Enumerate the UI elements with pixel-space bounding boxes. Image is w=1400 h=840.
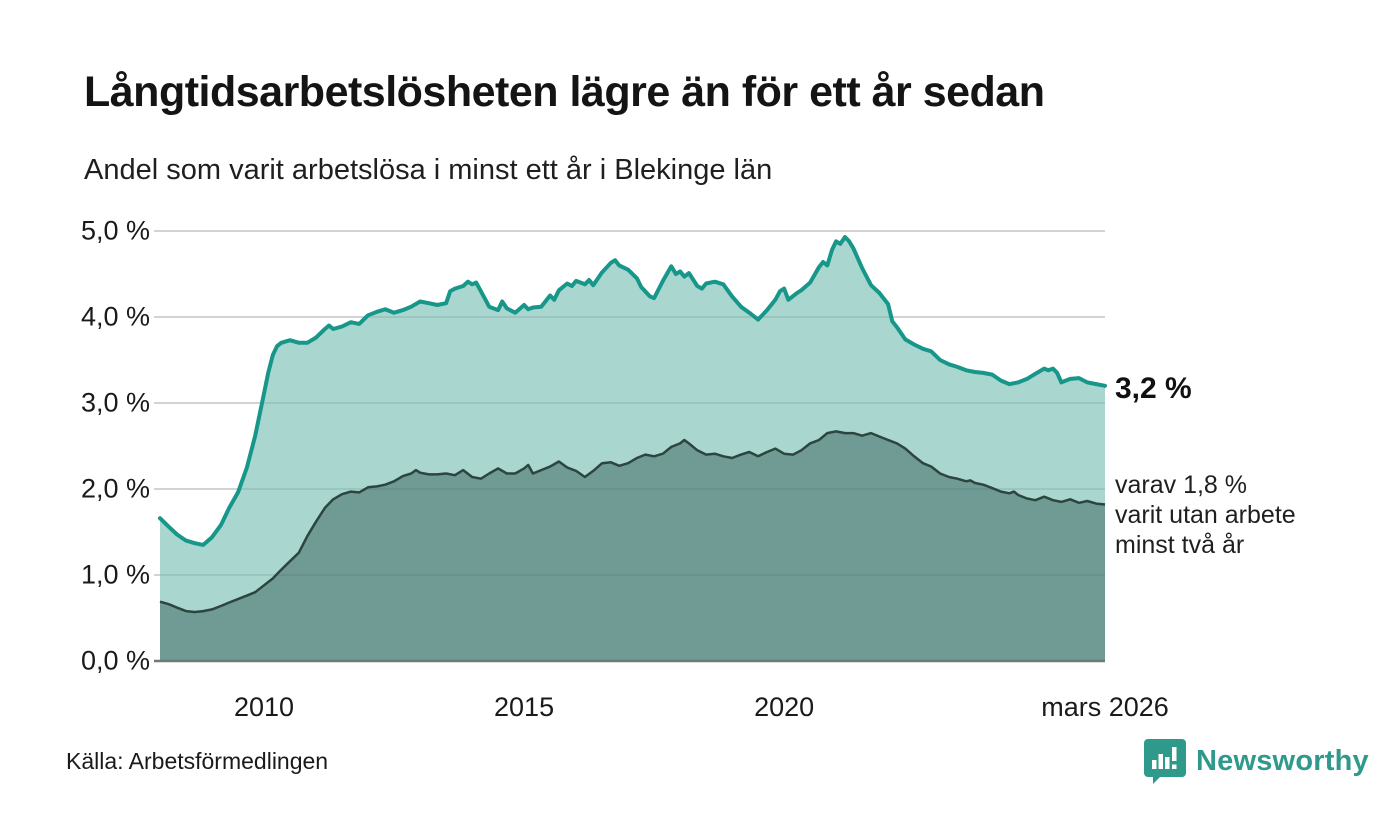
- x-tick-label-2015: 2015: [494, 692, 555, 722]
- y-tick-label-1: 1,0 %: [80, 559, 150, 590]
- annotation-line-3: minst två år: [1115, 531, 1245, 559]
- brand-name: Newsworthy: [1196, 744, 1369, 777]
- source-caption: Källa: Arbetsförmedlingen: [66, 748, 329, 774]
- annotation-line-2: varit utan arbete: [1115, 501, 1296, 529]
- x-tick-label-2020: 2020: [754, 692, 815, 722]
- newsworthy-logo: Newsworthy: [1144, 738, 1369, 784]
- x-tick-label-mars-2026: mars 2026: [1041, 692, 1169, 722]
- bar-chart-speech-bubble-icon: [1144, 739, 1186, 784]
- y-tick-label-4: 4,0 %: [80, 301, 150, 332]
- annotation-line-1: varav 1,8 %: [1115, 471, 1248, 499]
- series-line-minst-tva-ar: [159, 430, 1106, 614]
- y-tick-label-5: 5,0 %: [80, 215, 150, 246]
- gridlines-overlay: [154, 230, 1105, 576]
- area-fill-minst-tva-ar: [160, 431, 1105, 661]
- y-tick-label-0: 0,0 %: [80, 645, 150, 676]
- secondary-series-annotation: varav 1,8 % varit utan arbete minst två …: [1115, 470, 1296, 560]
- page-title: Långtidsarbetslösheten lägre än för ett …: [84, 68, 1045, 116]
- y-tick-label-2: 2,0 %: [80, 473, 150, 504]
- series-line-minst-ett-ar: [158, 235, 1107, 547]
- y-tick-label-3: 3,0 %: [80, 387, 150, 418]
- chart-subtitle: Andel som varit arbetslösa i minst ett å…: [84, 154, 773, 186]
- x-tick-label-2010: 2010: [233, 692, 295, 722]
- end-value-label: 3,2 %: [1115, 372, 1192, 405]
